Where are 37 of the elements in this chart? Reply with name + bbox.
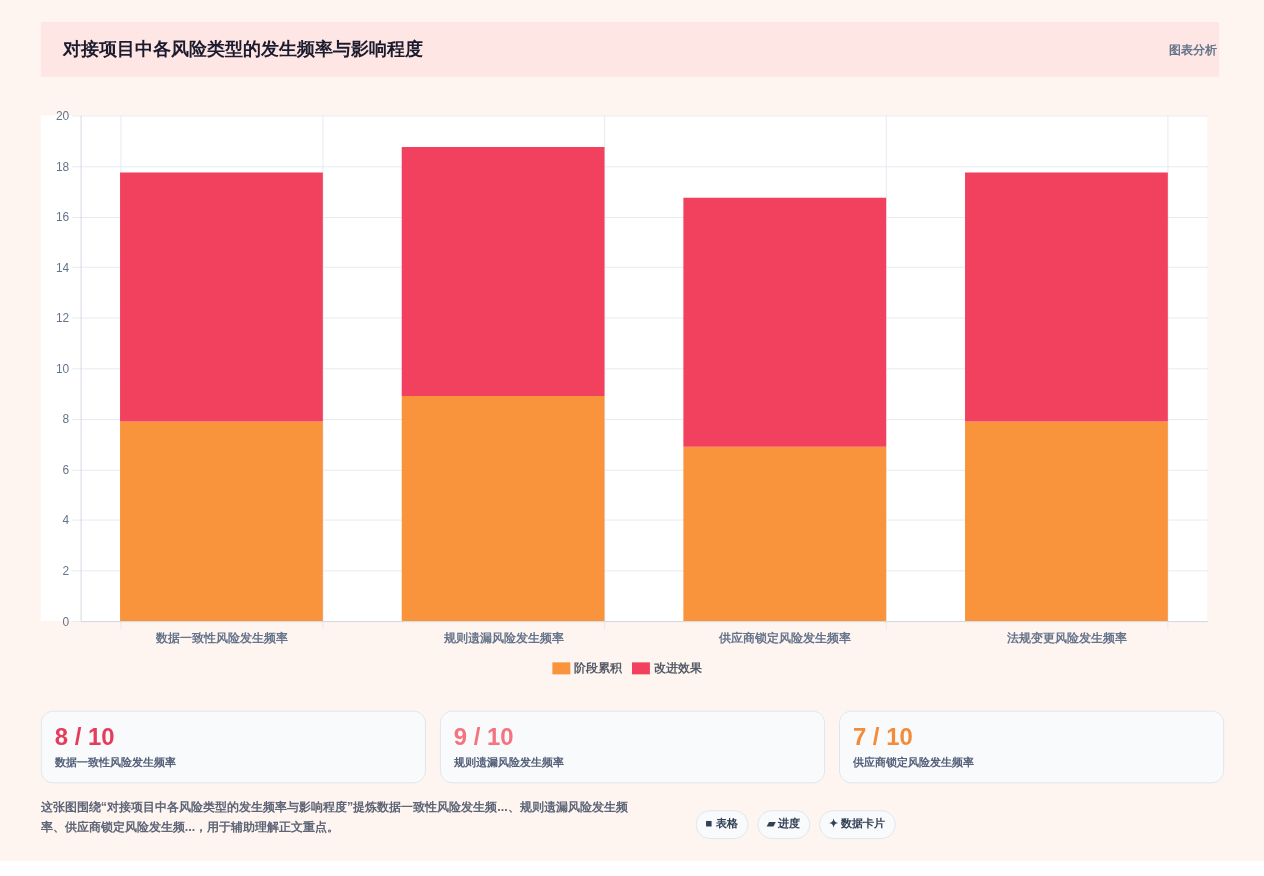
text: 8 / 10 <box>54 722 115 750</box>
y-tick-label: 18 <box>55 159 70 174</box>
legend-label: 改进效果 <box>653 661 703 676</box>
text: ▰ 进度 <box>765 817 800 830</box>
text: 规则遗漏风险发生频率 <box>452 756 564 769</box>
text: 数据一致性风险发生频率 <box>53 756 176 769</box>
bar <box>683 197 887 447</box>
legend-label: 阶段累积 <box>574 661 624 676</box>
y-tick-label: 14 <box>55 260 70 275</box>
x-tick-label: 数据一致性风险发生频率 <box>154 631 288 646</box>
text: 7 / 10 <box>852 722 913 750</box>
y-tick-label: 8 <box>62 412 70 427</box>
text: ■ 表格 <box>705 817 739 830</box>
bar <box>120 172 323 422</box>
y-tick-label: 10 <box>55 361 70 376</box>
x-tick-label: 规则遗漏风险发生频率 <box>442 631 564 646</box>
text: 供应商锁定风险发生频率 <box>851 756 974 769</box>
y-tick-label: 12 <box>55 311 70 326</box>
bar <box>965 421 1168 622</box>
bar <box>965 172 1168 422</box>
y-tick-label: 2 <box>62 564 70 579</box>
y-tick-label: 6 <box>62 462 70 477</box>
text: 这张图围绕“对接项目中各风险类型的发生频率与影响程度”提炼数据一致性风险发生频...、规则遗漏风险发生频率、供应商锁定风险发生频...，用于辅助理解正文重点。 <box>39 800 629 835</box>
bar <box>401 396 605 622</box>
y-tick-label: 20 <box>55 108 70 123</box>
bar <box>120 421 323 622</box>
y-tick-label: 0 <box>62 614 70 629</box>
x-tick-label: 供应商锁定风险发生频率 <box>718 631 852 646</box>
bar <box>401 147 605 397</box>
y-tick-label: 4 <box>62 513 70 528</box>
bar <box>683 446 887 622</box>
x-tick-label: 法规变更风险发生频率 <box>1005 631 1127 646</box>
chart-title: 对接项目中各风险类型的发生频率与影响程度 <box>61 38 423 59</box>
text: 图表分析 <box>1169 42 1218 57</box>
text: ✦ 数据卡片 <box>828 817 886 830</box>
y-tick-label: 16 <box>55 210 70 225</box>
text: 9 / 10 <box>453 722 514 750</box>
